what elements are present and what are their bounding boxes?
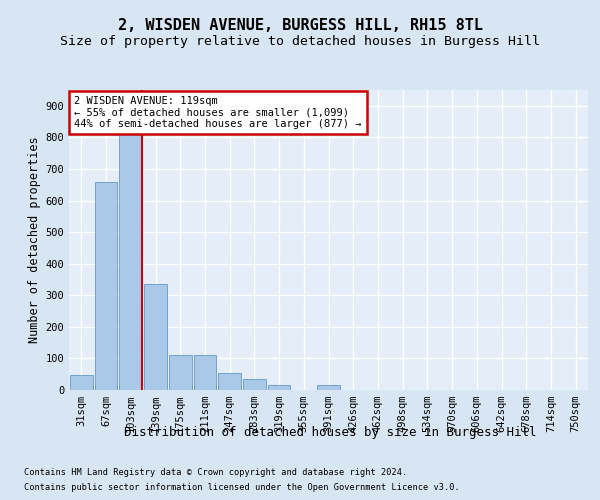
Bar bbox=[144, 284, 167, 390]
Text: Size of property relative to detached houses in Burgess Hill: Size of property relative to detached ho… bbox=[60, 35, 540, 48]
Bar bbox=[70, 375, 93, 390]
Bar bbox=[317, 384, 340, 390]
Bar bbox=[243, 379, 266, 390]
Text: Contains public sector information licensed under the Open Government Licence v3: Contains public sector information licen… bbox=[24, 483, 460, 492]
Text: 2, WISDEN AVENUE, BURGESS HILL, RH15 8TL: 2, WISDEN AVENUE, BURGESS HILL, RH15 8TL bbox=[118, 18, 482, 32]
Bar bbox=[119, 118, 142, 390]
Text: 2 WISDEN AVENUE: 119sqm
← 55% of detached houses are smaller (1,099)
44% of semi: 2 WISDEN AVENUE: 119sqm ← 55% of detache… bbox=[74, 96, 362, 129]
Text: Distribution of detached houses by size in Burgess Hill: Distribution of detached houses by size … bbox=[124, 426, 536, 439]
Bar bbox=[194, 356, 216, 390]
Bar bbox=[95, 182, 118, 390]
Bar bbox=[218, 372, 241, 390]
Bar bbox=[169, 356, 191, 390]
Bar bbox=[268, 384, 290, 390]
Y-axis label: Number of detached properties: Number of detached properties bbox=[28, 136, 41, 344]
Text: Contains HM Land Registry data © Crown copyright and database right 2024.: Contains HM Land Registry data © Crown c… bbox=[24, 468, 407, 477]
